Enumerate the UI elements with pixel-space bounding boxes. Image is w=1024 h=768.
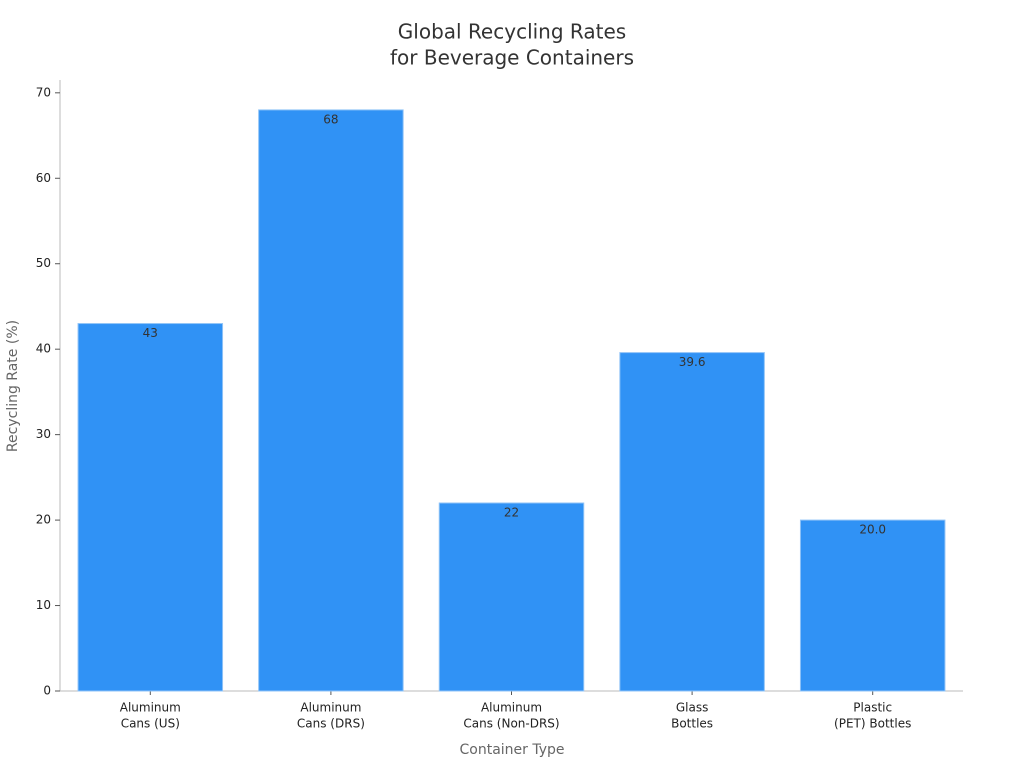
x-tick-label: Aluminum: [120, 701, 181, 715]
x-tick-label: Aluminum: [481, 701, 542, 715]
value-label: 20.0: [859, 523, 886, 537]
x-tick-label: Cans (US): [121, 717, 180, 731]
y-tick-label: 30: [36, 427, 51, 441]
y-tick-label: 50: [36, 256, 51, 270]
bar: [799, 519, 946, 692]
y-tick-label: 20: [36, 513, 51, 527]
x-axis-label: Container Type: [459, 742, 564, 758]
x-tick-label: Bottles: [671, 717, 713, 731]
chart-title: for Beverage Containers: [390, 46, 634, 70]
bar: [258, 109, 404, 692]
chart-title: Global Recycling Rates: [398, 20, 626, 44]
y-axis-label: Recycling Rate (%): [5, 320, 21, 452]
x-tick-label: Plastic: [853, 701, 892, 715]
y-tick-label: 0: [43, 684, 51, 698]
x-tick-label: Cans (DRS): [297, 717, 365, 731]
value-label: 39.6: [679, 355, 706, 369]
bar: [77, 323, 224, 692]
y-tick-label: 70: [36, 85, 51, 99]
x-tick-label: Glass: [676, 701, 709, 715]
value-label: 43: [143, 326, 158, 340]
bar: [619, 352, 765, 692]
value-label: 68: [323, 112, 338, 126]
value-label: 22: [504, 506, 519, 520]
bar: [438, 502, 585, 692]
y-tick-label: 60: [36, 171, 51, 185]
y-tick-label: 10: [36, 598, 51, 612]
y-tick-label: 40: [36, 342, 51, 356]
x-tick-label: Cans (Non-DRS): [463, 717, 559, 731]
x-tick-label: (PET) Bottles: [834, 717, 911, 731]
x-tick-label: Aluminum: [300, 701, 361, 715]
